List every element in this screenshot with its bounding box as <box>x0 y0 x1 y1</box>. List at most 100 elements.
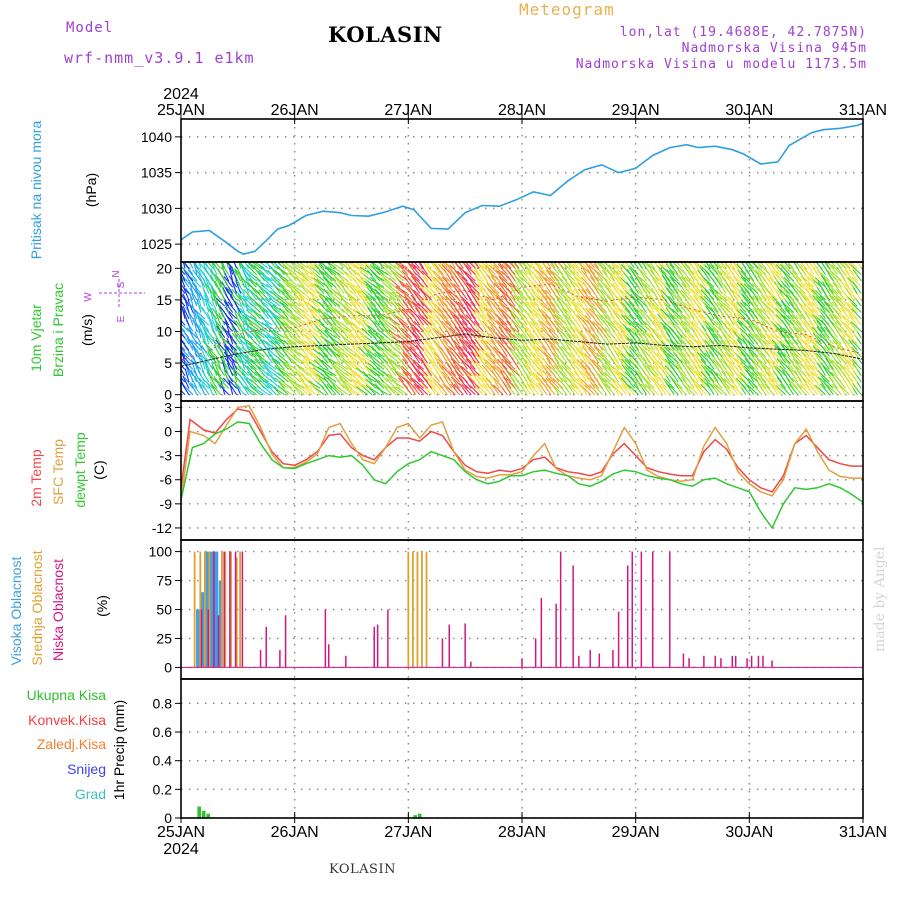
wind-barb <box>505 377 516 389</box>
wind-barb <box>234 312 242 326</box>
wind-barb <box>625 351 635 364</box>
wind-barb <box>588 264 600 276</box>
wind-barb <box>292 342 305 351</box>
wind-barb <box>811 308 822 320</box>
wind-barb <box>277 372 289 383</box>
wind-barb <box>385 315 397 326</box>
wind-barb <box>387 262 397 269</box>
wind-barb <box>335 370 345 383</box>
wind-barb <box>438 364 448 377</box>
wind-barb <box>812 332 822 345</box>
wind-barb <box>692 295 703 307</box>
wind-barb <box>493 358 504 370</box>
wind-barb <box>845 332 854 345</box>
wind-barb <box>756 308 767 320</box>
wind-barb <box>608 270 620 282</box>
wind-barb <box>477 295 488 307</box>
wind-barb <box>765 350 775 364</box>
wind-barb <box>628 321 639 332</box>
wind-barb <box>181 298 182 300</box>
wind-barb <box>715 321 727 332</box>
wind-barb <box>184 376 194 389</box>
wind-barb <box>349 333 361 345</box>
wind-barb <box>548 327 560 339</box>
wind-barb <box>787 263 799 276</box>
wind-barb <box>775 365 787 377</box>
wind-barb <box>396 262 409 269</box>
wind-barb <box>514 269 524 282</box>
wind-barb <box>413 371 425 383</box>
bottom-date-label: 26JAN <box>271 824 319 841</box>
wind-barb <box>430 282 441 294</box>
wind-barb <box>449 296 460 307</box>
wind-barb <box>616 364 627 377</box>
wind-barb <box>672 314 683 326</box>
wind-barb <box>609 301 620 313</box>
wind-barb <box>545 371 556 383</box>
wind-barb <box>454 370 464 383</box>
wind-barb <box>517 333 528 345</box>
y-tick-label: 15 <box>156 292 172 308</box>
wind-barb <box>637 339 647 351</box>
wind-barb <box>845 306 854 320</box>
wind-barb <box>684 351 695 364</box>
wind-barb <box>181 338 186 345</box>
wind-barb <box>811 262 818 269</box>
wind-barb <box>419 268 429 282</box>
wind-barb <box>715 340 727 351</box>
wind-barb <box>823 353 834 364</box>
wind-barb <box>771 384 783 396</box>
wind-barb <box>302 345 313 358</box>
wind-barb <box>696 384 707 396</box>
wind-barb <box>470 351 480 364</box>
wind-barb <box>807 276 818 288</box>
wind-barb <box>796 307 807 320</box>
wind-barb <box>576 314 588 326</box>
wind-barb <box>359 266 373 276</box>
wind-barb <box>799 283 810 294</box>
y-tick-label: -12 <box>152 520 172 536</box>
wind-barb <box>337 353 349 364</box>
wind-barb <box>323 355 337 364</box>
wind-barb <box>589 308 600 320</box>
wind-barb <box>718 325 727 339</box>
wind-barb <box>500 353 512 364</box>
wind-barb <box>672 346 683 358</box>
wind-barb <box>632 262 639 269</box>
wind-barb <box>825 357 834 370</box>
wind-barb <box>509 339 520 351</box>
wind-barb <box>279 262 289 269</box>
wind-barb <box>752 295 763 307</box>
wind-barb <box>565 326 576 339</box>
wind-barb <box>355 367 369 377</box>
wind-barb <box>181 267 182 269</box>
wind-barb <box>557 364 568 377</box>
wind-barb <box>218 305 226 320</box>
wind-barb <box>628 358 639 370</box>
wind-barb <box>438 345 448 358</box>
wind-barb <box>485 308 496 320</box>
wind-barb <box>250 352 261 364</box>
wind-barb <box>848 376 858 389</box>
wind-barb <box>847 333 858 345</box>
wind-barb <box>639 327 651 339</box>
wind-barb <box>181 322 190 332</box>
meteogram-title: Meteogram <box>519 0 615 19</box>
wind-barb <box>401 264 413 276</box>
y-tick-label: 0.2 <box>153 781 173 797</box>
wind-barb <box>648 346 659 358</box>
wind-barb <box>181 393 182 395</box>
wind-barb <box>848 313 858 326</box>
wind-barb <box>432 262 440 269</box>
wind-barb <box>663 302 675 313</box>
wind-barb <box>441 371 452 383</box>
wind-barb <box>207 349 214 364</box>
wind-barb <box>604 327 616 339</box>
wind-barb <box>286 283 297 294</box>
wind-barb <box>759 333 771 345</box>
wind-barb <box>199 318 206 332</box>
wind-barb <box>473 352 484 364</box>
wind-barb <box>727 346 739 358</box>
wind-barb <box>839 346 850 358</box>
wind-barb <box>780 333 791 345</box>
